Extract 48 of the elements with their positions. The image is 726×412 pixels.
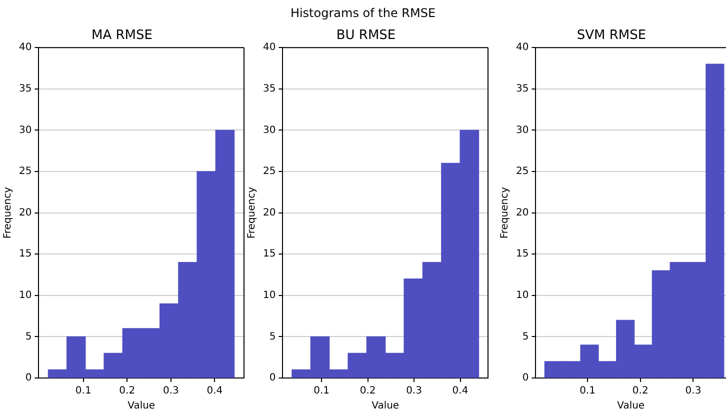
chart-title: BU RMSE [336, 28, 396, 44]
y-tick-label: 0 [269, 372, 276, 384]
chart-title: MA RMSE [92, 28, 152, 44]
y-tick-label: 25 [262, 166, 276, 178]
y-tick-label: 40 [516, 42, 529, 54]
x-tick-label: 0.1 [580, 386, 596, 397]
y-tick-label: 25 [18, 166, 32, 178]
y-tick-label: 0 [25, 372, 32, 384]
y-tick-label: 0 [522, 372, 529, 384]
y-tick-label: 15 [516, 248, 529, 260]
y-tick-label: 5 [269, 331, 276, 342]
x-tick-label: 0.2 [119, 386, 136, 397]
y-tick-label: 20 [262, 207, 276, 218]
chart-title: SVM RMSE [576, 28, 646, 44]
x-axis-title: Value [372, 400, 400, 412]
x-tick-label: 0.1 [75, 386, 92, 397]
y-tick-label: 5 [25, 331, 32, 342]
y-tick-label: 35 [516, 83, 529, 94]
y-tick-label: 5 [522, 331, 529, 342]
y-tick-label: 40 [262, 42, 276, 54]
y-axis-title: Frequency [2, 186, 14, 239]
y-tick-label: 15 [262, 248, 276, 260]
x-tick-label: 0.3 [406, 386, 422, 397]
y-tick-label: 30 [516, 124, 529, 136]
y-tick-label: 20 [18, 207, 32, 218]
y-tick-label: 25 [516, 166, 529, 178]
x-tick-label: 0.3 [162, 386, 179, 397]
y-tick-label: 35 [262, 83, 276, 94]
y-axis-title: Frequency [500, 186, 511, 239]
x-tick-label: 0.1 [314, 386, 330, 397]
y-tick-label: 35 [18, 83, 32, 94]
y-tick-label: 15 [18, 248, 32, 260]
x-tick-label: 0.2 [632, 386, 648, 397]
y-axis-title: Frequency [246, 186, 258, 239]
y-tick-label: 10 [516, 290, 529, 301]
x-tick-label: 0.4 [452, 386, 468, 397]
y-tick-label: 10 [262, 290, 276, 301]
x-axis-title: Value [128, 400, 156, 412]
x-axis-title: Value [617, 400, 645, 412]
y-tick-label: 30 [18, 124, 32, 136]
y-tick-label: 40 [18, 42, 32, 54]
x-tick-label: 0.4 [206, 386, 223, 397]
x-tick-label: 0.3 [685, 386, 702, 397]
y-tick-label: 10 [18, 290, 32, 301]
y-tick-label: 20 [516, 207, 529, 218]
y-tick-label: 30 [262, 124, 276, 136]
x-tick-label: 0.2 [360, 386, 376, 397]
text: Histograms of the RMSE [289, 6, 437, 20]
